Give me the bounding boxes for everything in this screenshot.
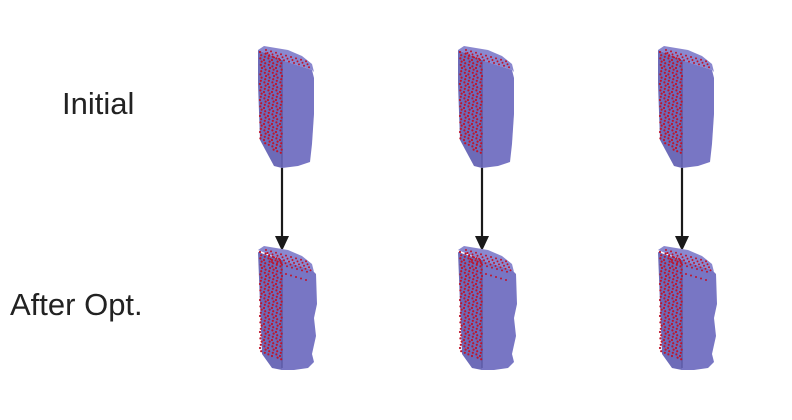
arrow-head xyxy=(275,236,289,251)
mesh-left-face xyxy=(658,252,682,370)
mesh-initial-2 xyxy=(458,46,514,168)
mesh-initial-1 xyxy=(258,46,314,168)
mesh-after-opt-2 xyxy=(458,246,517,370)
mesh-after-opt-3 xyxy=(658,246,717,370)
point-cloud xyxy=(258,249,312,361)
mesh-left-face xyxy=(458,252,482,370)
down-arrow-icon-2 xyxy=(475,168,489,251)
mesh-right-face xyxy=(282,60,314,168)
mesh-top-face xyxy=(458,46,514,72)
point-cloud xyxy=(258,49,310,154)
mesh-right-face xyxy=(682,60,714,168)
mesh-right-face xyxy=(482,60,514,168)
mesh-top-face xyxy=(258,246,314,272)
down-arrow-icon-1 xyxy=(275,168,289,251)
down-arrow-icon-3 xyxy=(675,168,689,251)
mesh-top-face xyxy=(258,46,314,72)
mesh-left-face xyxy=(258,252,282,370)
mesh-top-face xyxy=(658,46,714,72)
point-cloud xyxy=(458,49,510,154)
mesh-initial-3 xyxy=(658,46,714,168)
row-label-initial: Initial xyxy=(62,86,135,121)
mesh-after-opt-1 xyxy=(258,246,317,370)
mesh-right-face xyxy=(682,260,717,370)
point-cloud xyxy=(658,249,712,361)
mesh-right-face xyxy=(482,260,517,370)
arrow-head xyxy=(475,236,489,251)
mesh-top-face xyxy=(658,246,714,272)
point-cloud xyxy=(658,49,710,154)
row-label-after-opt: After Opt. xyxy=(10,287,143,322)
mesh-right-face xyxy=(282,260,317,370)
point-cloud xyxy=(458,249,512,361)
arrow-head xyxy=(675,236,689,251)
mesh-top-face xyxy=(458,246,514,272)
